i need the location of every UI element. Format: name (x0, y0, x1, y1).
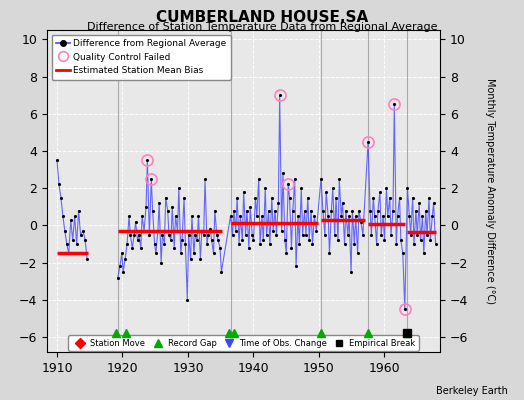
Text: CUMBERLAND HOUSE,SA: CUMBERLAND HOUSE,SA (156, 10, 368, 25)
Legend: Station Move, Record Gap, Time of Obs. Change, Empirical Break: Station Move, Record Gap, Time of Obs. C… (69, 335, 419, 351)
Y-axis label: Monthly Temperature Anomaly Difference (°C): Monthly Temperature Anomaly Difference (… (485, 78, 495, 304)
Text: Difference of Station Temperature Data from Regional Average: Difference of Station Temperature Data f… (87, 22, 437, 32)
Text: Berkeley Earth: Berkeley Earth (436, 386, 508, 396)
